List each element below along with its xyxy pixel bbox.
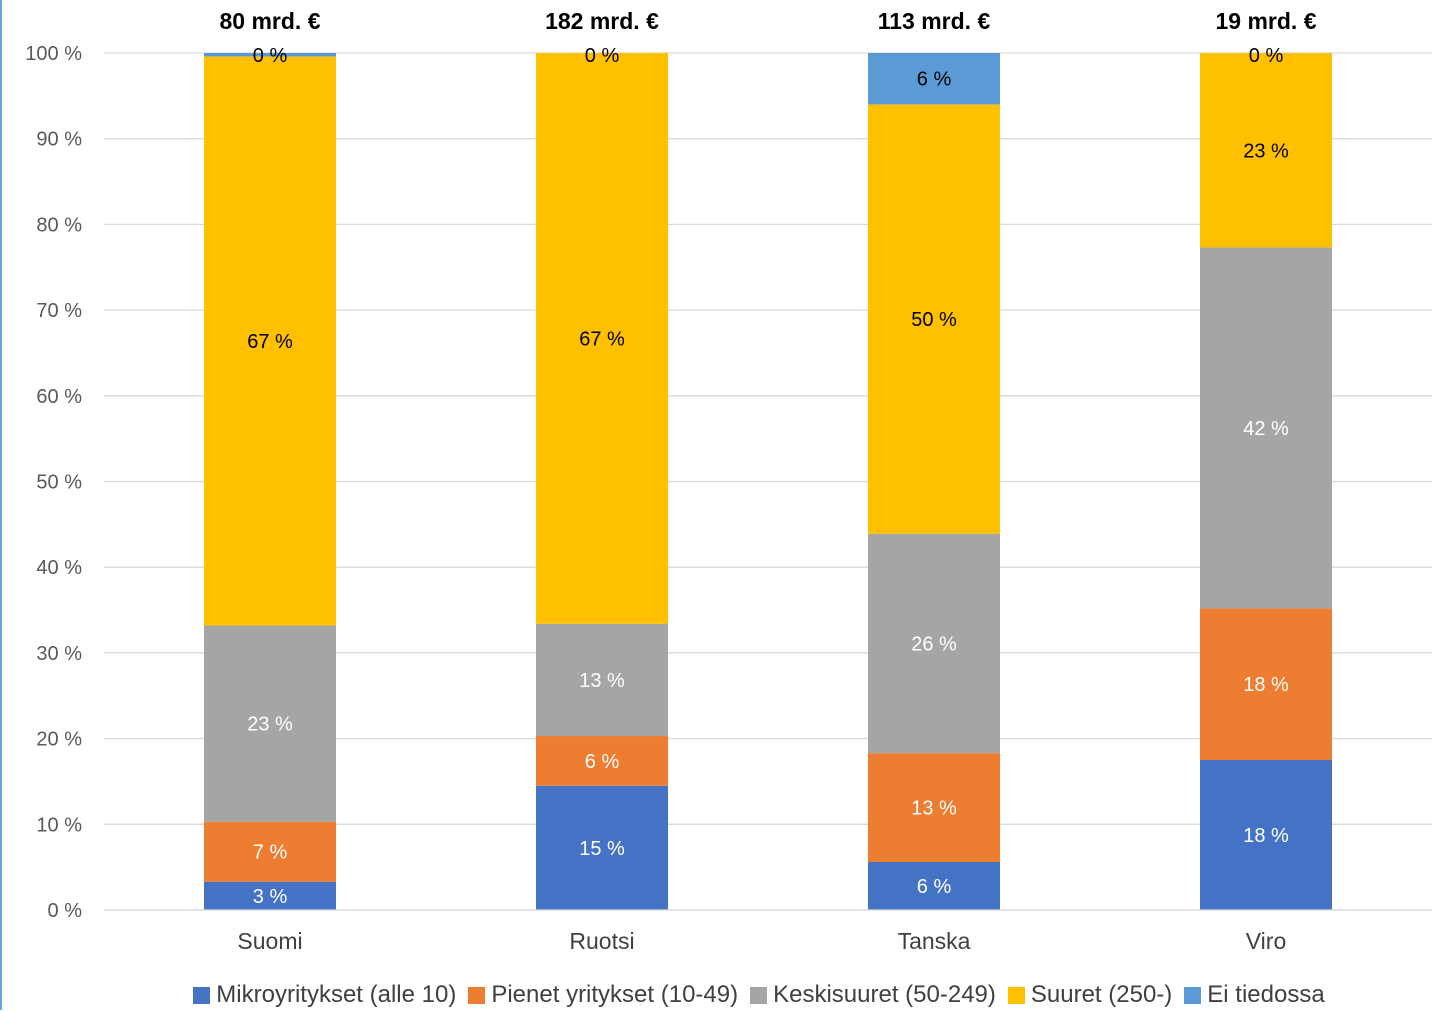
- bar-segment: [868, 104, 1000, 534]
- y-tick-label: 10 %: [36, 814, 82, 836]
- bar-segment: [868, 53, 1000, 105]
- bar-total-label: 182 mrd. €: [545, 8, 659, 34]
- data-label: 23 %: [247, 714, 293, 736]
- data-label: 18 %: [1243, 674, 1289, 696]
- data-label: 67 %: [579, 328, 625, 350]
- legend-swatch: [468, 986, 486, 1004]
- y-tick-label: 20 %: [36, 729, 82, 751]
- y-tick-label: 70 %: [36, 300, 82, 322]
- data-label: 42 %: [1243, 418, 1289, 440]
- data-label: 15 %: [579, 838, 625, 860]
- data-label: 67 %: [247, 331, 293, 353]
- y-tick-label: 80 %: [36, 214, 82, 236]
- data-label: 7 %: [253, 842, 288, 864]
- stacked-bar-chart: 0 % 10 % 20 % 30 % 40 % 50 % 60 % 70 % 80 % 90 % 1…: [25, 8, 1432, 954]
- bar-segment: [204, 625, 336, 822]
- bar-segment: [204, 881, 336, 910]
- y-tick-label: 40 %: [36, 557, 82, 579]
- bar-segment: [868, 533, 1000, 754]
- bar-segment: [536, 785, 668, 910]
- y-tick-label: 0 %: [48, 900, 83, 922]
- data-label: 6 %: [917, 69, 952, 91]
- data-label: 26 %: [911, 633, 957, 655]
- bar-segment: [536, 53, 668, 624]
- data-label: 50 %: [911, 309, 957, 331]
- legend-item: Mikroyritykset (alle 10): [193, 981, 456, 1009]
- bar-segment: [1200, 760, 1332, 910]
- legend-label: Keskisuuret (50-249): [773, 981, 996, 1008]
- x-tick-label: Suomi: [237, 928, 302, 954]
- bar-total-label: 80 mrd. €: [220, 8, 321, 34]
- legend-label: Pienet yritykset (10-49): [491, 981, 739, 1008]
- bar-segment: [536, 623, 668, 737]
- legend-item: Ei tiedossa: [1184, 981, 1325, 1009]
- bar-segment: [1200, 608, 1332, 761]
- bar-total-label: 113 mrd. €: [878, 8, 991, 34]
- data-label: 3 %: [253, 886, 288, 908]
- legend-label: Ei tiedossa: [1207, 981, 1325, 1008]
- legend-swatch: [1007, 986, 1025, 1004]
- x-tick-label: Viro: [1246, 928, 1287, 954]
- data-label: 13 %: [911, 798, 957, 820]
- data-label: 6 %: [585, 751, 620, 773]
- bar-segment: [1200, 53, 1332, 248]
- bar-segment: [536, 736, 668, 786]
- legend-item: Suuret (250-): [1007, 981, 1173, 1009]
- bar-segment: [868, 753, 1000, 863]
- data-label: 0 %: [1249, 45, 1284, 67]
- legend-label: Suuret (250-): [1030, 981, 1173, 1008]
- bar-segment: [204, 56, 336, 626]
- legend-swatch: [750, 986, 768, 1004]
- data-label: 6 %: [917, 876, 952, 898]
- y-tick-label: 30 %: [36, 643, 82, 665]
- x-tick-label: Ruotsi: [569, 928, 634, 954]
- bar-segment: [204, 821, 336, 882]
- data-label: 23 %: [1243, 140, 1289, 162]
- legend-swatch: [1184, 986, 1202, 1004]
- data-label: 13 %: [579, 670, 625, 692]
- y-tick-label: 60 %: [36, 386, 82, 408]
- legend-item: Keskisuuret (50-249): [750, 981, 996, 1009]
- data-label: 0 %: [585, 45, 620, 67]
- bar-total-label: 19 mrd. €: [1216, 8, 1317, 34]
- data-label: 0 %: [253, 45, 288, 67]
- x-tick-label: Tanska: [898, 928, 971, 954]
- y-tick-label: 50 %: [36, 472, 82, 494]
- y-tick-label: 100 %: [25, 43, 82, 65]
- y-tick-label: 90 %: [36, 129, 82, 151]
- chart-legend: Mikroyritykset (alle 10) Pienet yritykset…: [0, 978, 1438, 1012]
- legend-item: Pienet yritykset (10-49): [468, 981, 738, 1009]
- bar-segment: [204, 53, 336, 57]
- data-label: 18 %: [1243, 825, 1289, 847]
- legend-label: Mikroyritykset (alle 10): [216, 981, 457, 1008]
- bar-segment: [1200, 247, 1332, 609]
- legend-swatch: [193, 986, 211, 1004]
- bar-segment: [868, 862, 1000, 910]
